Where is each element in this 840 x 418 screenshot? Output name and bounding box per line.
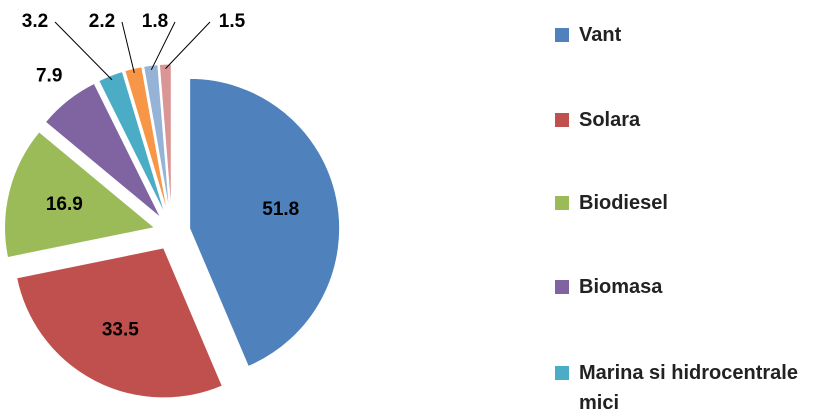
legend-label: Biodiesel [579, 192, 668, 214]
legend-label: Vant [579, 24, 622, 46]
legend-swatch [555, 113, 569, 127]
chart: 51.8 33.5 16.9 7.9 3.2 2.2 1.8 1.5 Vant Solara Bi… [4, 11, 840, 414]
pie-slice [158, 63, 172, 215]
pie-area: 51.8 33.5 16.9 7.9 3.2 2.2 1.8 1.5 [4, 11, 341, 399]
pie-slice [44, 82, 162, 219]
legend-item: Solara [555, 105, 840, 135]
data-label: 33.5 [102, 319, 139, 340]
legend-swatch [555, 196, 569, 210]
leader-line [150, 21, 176, 71]
leader-line [121, 21, 135, 74]
pie-slice [143, 64, 171, 215]
legend-label: Solara [579, 109, 641, 131]
data-label: 16.9 [46, 194, 83, 215]
data-label: 51.8 [262, 199, 299, 220]
data-label: 1.8 [142, 11, 168, 32]
legend-label: Marina si hidrocentrale mici [579, 362, 798, 414]
pie-slice [189, 77, 341, 368]
legend-label: Biomasa [579, 276, 663, 298]
data-label: 1.5 [219, 11, 246, 32]
pie-slice [98, 70, 166, 216]
data-label: 2.2 [89, 11, 115, 32]
legend-swatch [555, 280, 569, 294]
pie-slice [16, 247, 223, 399]
pie-slice [4, 131, 156, 259]
legend-item: Vant [555, 20, 840, 50]
data-label: 3.2 [22, 11, 48, 32]
data-label: 7.9 [36, 66, 62, 87]
legend-item: Biomasa [555, 272, 840, 302]
legend-item: Biodiesel [555, 188, 840, 218]
legend-swatch [555, 366, 569, 380]
leader-line [54, 21, 113, 81]
legend-item: Marina si hidrocentrale mici [555, 358, 840, 418]
legend-swatch [555, 28, 569, 42]
leader-line [165, 21, 211, 69]
